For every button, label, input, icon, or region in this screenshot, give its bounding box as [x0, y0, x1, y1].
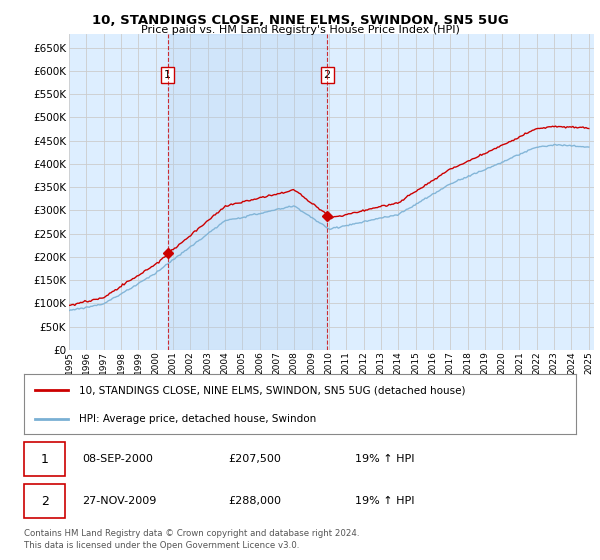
Text: 2: 2	[41, 494, 49, 507]
Text: Contains HM Land Registry data © Crown copyright and database right 2024.
This d: Contains HM Land Registry data © Crown c…	[24, 529, 359, 550]
Text: 19% ↑ HPI: 19% ↑ HPI	[355, 496, 415, 506]
Text: 10, STANDINGS CLOSE, NINE ELMS, SWINDON, SN5 5UG: 10, STANDINGS CLOSE, NINE ELMS, SWINDON,…	[92, 14, 508, 27]
Text: Price paid vs. HM Land Registry's House Price Index (HPI): Price paid vs. HM Land Registry's House …	[140, 25, 460, 35]
FancyBboxPatch shape	[24, 442, 65, 477]
Text: HPI: Average price, detached house, Swindon: HPI: Average price, detached house, Swin…	[79, 414, 316, 424]
Text: 1: 1	[41, 453, 49, 466]
Text: 1: 1	[164, 70, 171, 80]
Text: £207,500: £207,500	[228, 454, 281, 464]
Text: 08-SEP-2000: 08-SEP-2000	[82, 454, 153, 464]
Text: £288,000: £288,000	[228, 496, 281, 506]
Bar	[168, 34, 327, 350]
FancyBboxPatch shape	[24, 484, 65, 518]
Text: 2: 2	[323, 70, 331, 80]
Text: 27-NOV-2009: 27-NOV-2009	[82, 496, 157, 506]
Text: 10, STANDINGS CLOSE, NINE ELMS, SWINDON, SN5 5UG (detached house): 10, STANDINGS CLOSE, NINE ELMS, SWINDON,…	[79, 385, 466, 395]
Text: 19% ↑ HPI: 19% ↑ HPI	[355, 454, 415, 464]
